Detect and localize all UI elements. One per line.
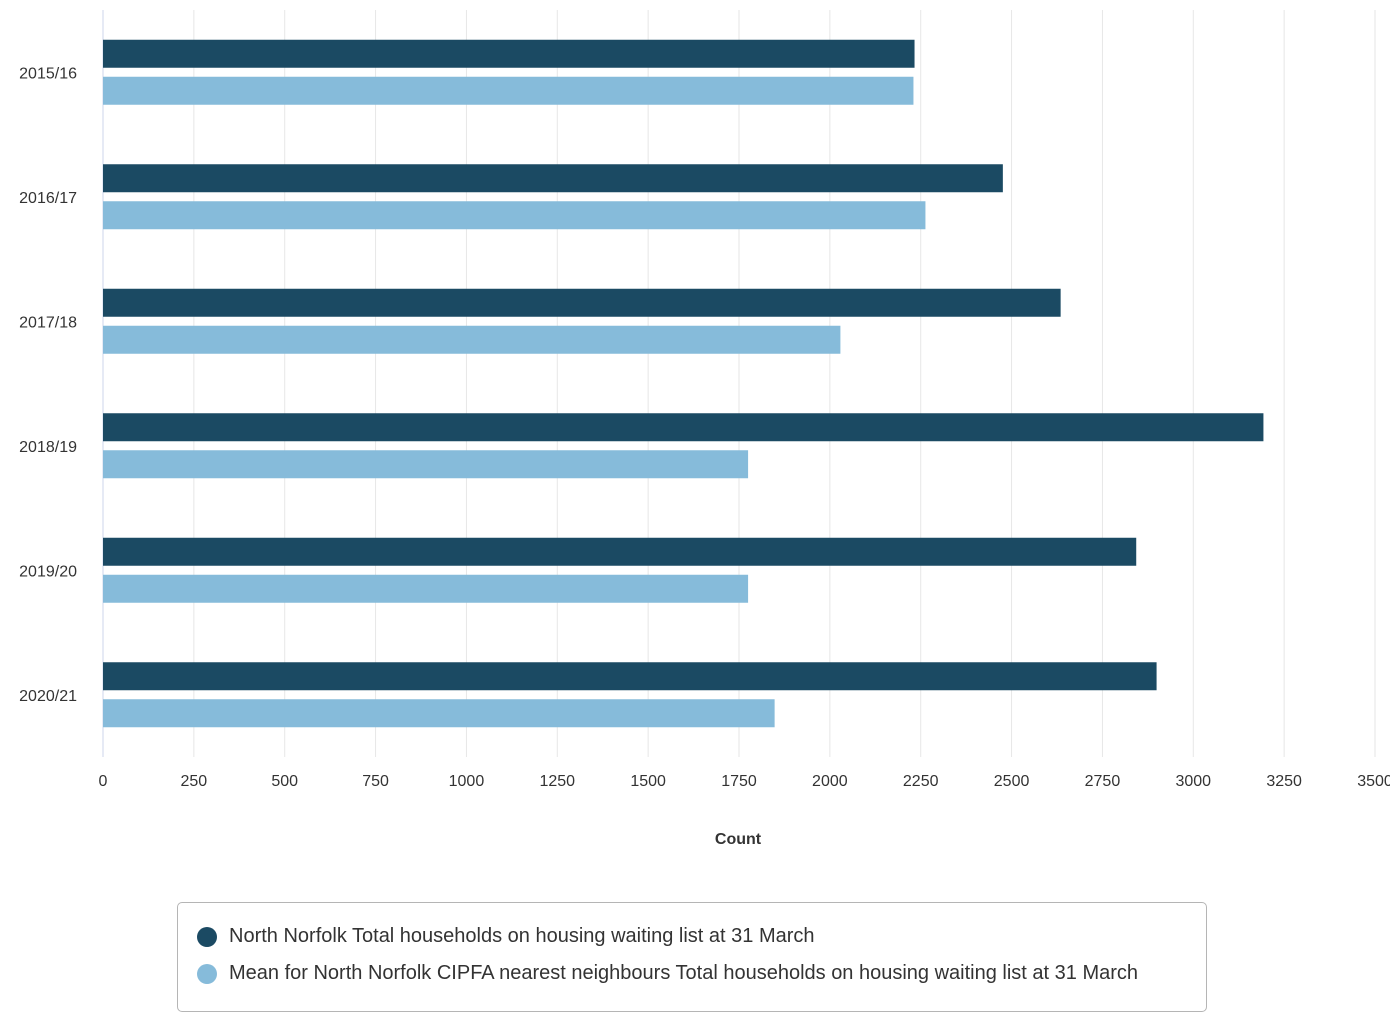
x-tick-label: 750 xyxy=(362,773,389,790)
y-category-label: 2018/19 xyxy=(19,439,77,456)
x-tick-label: 500 xyxy=(271,773,298,790)
y-category-label: 2019/20 xyxy=(19,563,77,580)
bar-north-norfolk[interactable] xyxy=(103,164,1003,193)
y-category-label: 2016/17 xyxy=(19,190,77,207)
x-axis-tick-labels: 0 250 500 750 1000 1250 1500 1750 2000 2250 2500 27… xyxy=(99,773,1390,790)
x-tick-label: 2000 xyxy=(812,773,848,790)
bar-north-norfolk[interactable] xyxy=(103,288,1061,317)
x-tick-label: 2250 xyxy=(903,773,939,790)
y-category-label: 2020/21 xyxy=(19,688,77,705)
x-tick-label: 1000 xyxy=(449,773,485,790)
legend-swatch-dark-circle xyxy=(197,926,217,947)
legend: North Norfolk Total households on housin… xyxy=(177,902,1207,1012)
x-tick-label: 0 xyxy=(99,773,108,790)
bar-north-norfolk[interactable] xyxy=(103,413,1264,442)
bar-north-norfolk[interactable] xyxy=(103,537,1137,566)
bar-north-norfolk[interactable] xyxy=(103,662,1157,691)
bar-cipfa-mean[interactable] xyxy=(103,574,749,603)
x-tick-label: 3250 xyxy=(1266,773,1302,790)
x-tick-label: 2750 xyxy=(1085,773,1121,790)
x-tick-label: 1750 xyxy=(721,773,757,790)
legend-label: North Norfolk Total households on housin… xyxy=(229,925,815,947)
bar-cipfa-mean[interactable] xyxy=(103,450,749,479)
y-category-label: 2015/16 xyxy=(19,65,77,82)
x-tick-label: 3000 xyxy=(1175,773,1211,790)
legend-label: Mean for North Norfolk CIPFA nearest nei… xyxy=(229,962,1139,984)
bars xyxy=(103,39,1264,728)
x-tick-label: 2500 xyxy=(994,773,1030,790)
gridlines xyxy=(193,10,1376,757)
x-tick-label: 250 xyxy=(181,773,208,790)
bar-chart: 2015/16 2016/17 2017/18 2018/19 2019/20 2020/… xyxy=(19,10,1390,848)
bar-cipfa-mean[interactable] xyxy=(103,76,914,105)
y-axis-labels: 2015/16 2016/17 2017/18 2018/19 2019/20 2020/… xyxy=(19,65,77,705)
bar-cipfa-mean[interactable] xyxy=(103,325,841,354)
legend-item-north-norfolk[interactable]: North Norfolk Total households on housin… xyxy=(197,918,1188,955)
x-axis-title: Count xyxy=(715,831,762,848)
bar-cipfa-mean[interactable] xyxy=(103,699,775,728)
x-tick-label: 3500 xyxy=(1357,773,1390,790)
legend-item-cipfa-mean[interactable]: Mean for North Norfolk CIPFA nearest nei… xyxy=(197,955,1188,992)
bar-cipfa-mean[interactable] xyxy=(103,201,926,230)
bar-north-norfolk[interactable] xyxy=(103,39,915,68)
y-category-label: 2017/18 xyxy=(19,314,77,331)
x-tick-label: 1250 xyxy=(539,773,575,790)
x-tick-label: 1500 xyxy=(630,773,666,790)
legend-swatch-light-circle xyxy=(197,963,217,984)
